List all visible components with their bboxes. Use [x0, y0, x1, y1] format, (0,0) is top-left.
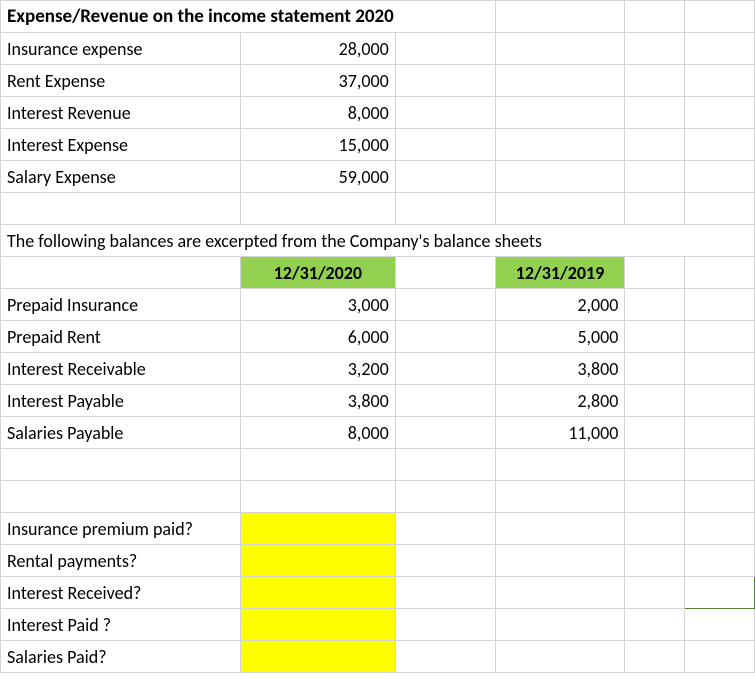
- question-row: Salaries Paid?: [1, 641, 755, 673]
- row-value-2020[interactable]: 3,800: [240, 385, 395, 417]
- table-row: Salary Expense 59,000: [1, 161, 755, 193]
- row-value-2020[interactable]: 3,000: [240, 289, 395, 321]
- spreadsheet: Expense/Revenue on the income statement …: [0, 0, 755, 673]
- empty-row: [1, 193, 755, 225]
- note-row: The following balances are excerpted fro…: [1, 225, 755, 257]
- row-value-2019[interactable]: 2,000: [495, 289, 625, 321]
- question-row: Interest Paid ?: [1, 609, 755, 641]
- row-value[interactable]: 59,000: [240, 161, 395, 193]
- row-label[interactable]: Interest Revenue: [1, 97, 241, 129]
- empty-row: [1, 449, 755, 481]
- table-row: Interest Receivable 3,200 3,800: [1, 353, 755, 385]
- table-row: Interest Revenue 8,000: [1, 97, 755, 129]
- row-label[interactable]: Rent Expense: [1, 65, 241, 97]
- answer-cell[interactable]: [240, 545, 395, 577]
- row-value[interactable]: 28,000: [240, 33, 395, 65]
- selected-cell[interactable]: [685, 577, 755, 609]
- row-label[interactable]: Prepaid Rent: [1, 321, 241, 353]
- table-row: Prepaid Rent 6,000 5,000: [1, 321, 755, 353]
- answer-cell[interactable]: [240, 513, 395, 545]
- row-label[interactable]: Interest Receivable: [1, 353, 241, 385]
- table-row: Prepaid Insurance 3,000 2,000: [1, 289, 755, 321]
- row-value-2020[interactable]: 6,000: [240, 321, 395, 353]
- table-row: Interest Expense 15,000: [1, 129, 755, 161]
- row-value-2019[interactable]: 2,800: [495, 385, 625, 417]
- row-value[interactable]: 15,000: [240, 129, 395, 161]
- question-label[interactable]: Interest Paid ?: [1, 609, 241, 641]
- question-row: Rental payments?: [1, 545, 755, 577]
- header-2020: 12/31/2020: [240, 257, 395, 289]
- table-row: Interest Payable 3,800 2,800: [1, 385, 755, 417]
- question-row: Insurance premium paid?: [1, 513, 755, 545]
- question-label[interactable]: Insurance premium paid?: [1, 513, 241, 545]
- answer-cell[interactable]: [240, 577, 395, 609]
- table-row: Rent Expense 37,000: [1, 65, 755, 97]
- row-value-2019[interactable]: 11,000: [495, 417, 625, 449]
- table-row: Insurance expense 28,000: [1, 33, 755, 65]
- question-row: Interest Received?: [1, 577, 755, 609]
- row-value-2019[interactable]: 3,800: [495, 353, 625, 385]
- row-value-2019[interactable]: 5,000: [495, 321, 625, 353]
- question-label[interactable]: Salaries Paid?: [1, 641, 241, 673]
- row-value[interactable]: 8,000: [240, 97, 395, 129]
- row-label[interactable]: Interest Expense: [1, 129, 241, 161]
- row-label[interactable]: Salaries Payable: [1, 417, 241, 449]
- row-value-2020[interactable]: 8,000: [240, 417, 395, 449]
- row-value-2020[interactable]: 3,200: [240, 353, 395, 385]
- title-row: Expense/Revenue on the income statement …: [1, 1, 755, 33]
- question-label[interactable]: Rental payments?: [1, 545, 241, 577]
- balance-note: The following balances are excerpted fro…: [1, 225, 755, 257]
- header-2019: 12/31/2019: [495, 257, 625, 289]
- table-row: Salaries Payable 8,000 11,000: [1, 417, 755, 449]
- empty-row: [1, 481, 755, 513]
- row-label[interactable]: Interest Payable: [1, 385, 241, 417]
- row-label[interactable]: Salary Expense: [1, 161, 241, 193]
- answer-cell[interactable]: [240, 641, 395, 673]
- answer-cell[interactable]: [240, 609, 395, 641]
- balance-header-row: 12/31/2020 12/31/2019: [1, 257, 755, 289]
- page-title: Expense/Revenue on the income statement …: [1, 1, 496, 33]
- row-label[interactable]: Insurance expense: [1, 33, 241, 65]
- question-label[interactable]: Interest Received?: [1, 577, 241, 609]
- row-label[interactable]: Prepaid Insurance: [1, 289, 241, 321]
- row-value[interactable]: 37,000: [240, 65, 395, 97]
